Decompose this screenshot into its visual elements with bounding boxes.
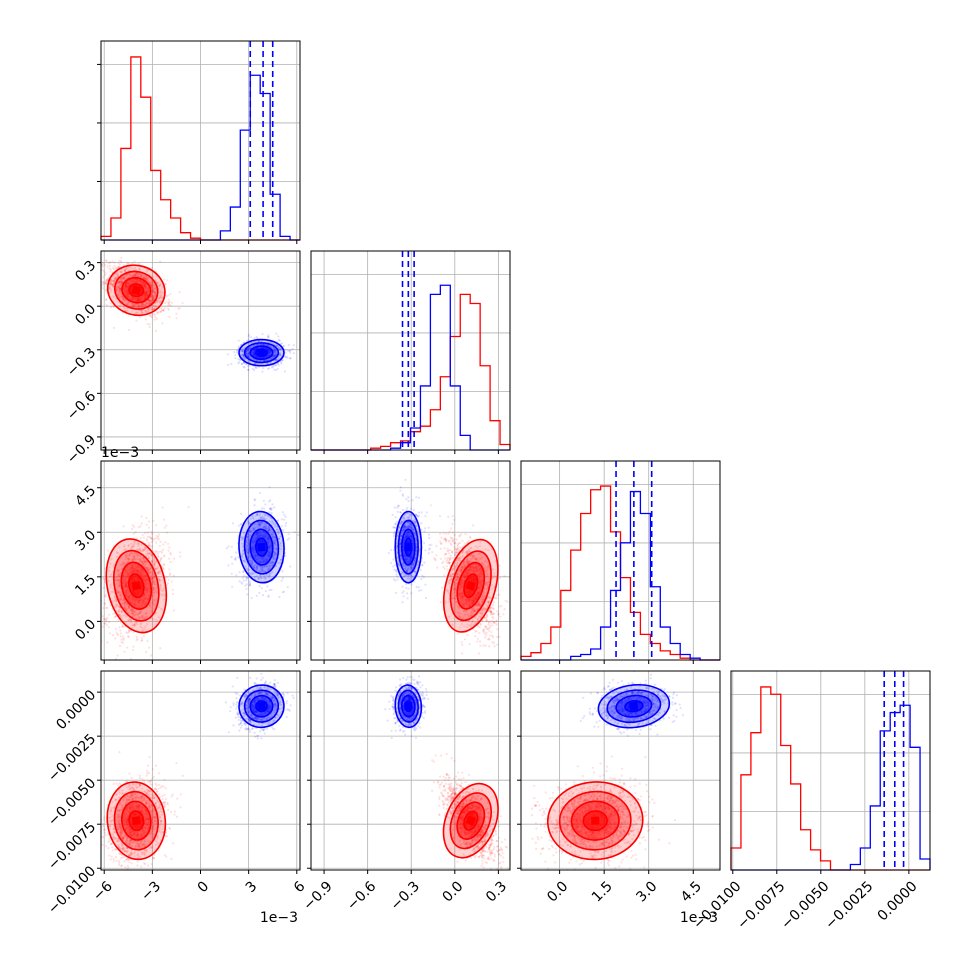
axis-ticks: [732, 870, 910, 874]
x-offset-label-p0: 1e−3: [260, 910, 298, 926]
contours-series-1: [238, 684, 285, 729]
grid-lines: [101, 41, 300, 240]
y-tick-label-p2: 1.5: [72, 572, 99, 599]
y-tick-label-p2: 4.5: [72, 483, 99, 510]
scatter-p0-p2: [101, 486, 300, 660]
x-tick-label-p2: 1.5: [589, 878, 616, 905]
axis-ticks: [97, 63, 298, 244]
axis-ticks: [97, 691, 298, 874]
grid-lines: [101, 251, 300, 450]
grid-lines: [311, 671, 510, 870]
x-tick-label-p2: 3.0: [633, 878, 660, 905]
axis-ticks: [97, 262, 298, 454]
histogram-p1-series-0: [311, 293, 511, 451]
contours-series-1: [394, 684, 423, 729]
y-tick-label-p3: 0.0000: [53, 687, 99, 733]
y-tick-label-p1: −0.9: [64, 432, 99, 467]
panel-frame-2-2: [520, 460, 721, 661]
x-tick-label-p1: 0.0: [439, 878, 466, 905]
panel-frame-2-1: [310, 460, 511, 661]
axis-ticks: [307, 487, 499, 664]
grid-lines: [521, 671, 720, 870]
histogram-p2-series-1: [521, 490, 720, 661]
contours-series-1: [238, 510, 285, 584]
x-tick-label-p3: 0.0000: [875, 878, 921, 924]
y-tick-label-p2: 0.0: [72, 616, 99, 643]
x-tick-label-p0: −3: [138, 878, 164, 904]
x-tick-label-p1: −0.6: [344, 878, 379, 913]
scatter-p2-p3: [530, 671, 685, 870]
y-tick-label-p1: −0.6: [64, 388, 99, 423]
y-tick-label-p1: 0.0: [72, 301, 99, 328]
x-offset-label-p2: 1e−3: [680, 910, 718, 926]
panel-frame-1-0: [100, 250, 301, 451]
axis-ticks: [323, 450, 499, 454]
histogram-p3-series-0: [730, 686, 930, 871]
grid-lines: [311, 251, 510, 450]
scatter-p1-p2: [387, 478, 509, 655]
x-tick-label-p0: 6: [291, 878, 309, 896]
axis-ticks: [559, 660, 694, 664]
contours-series-0: [105, 538, 168, 634]
y-tick-label-p2: 3.0: [72, 527, 99, 554]
panel-frame-3-0: [100, 670, 301, 871]
scatter-p1-p3: [384, 675, 509, 870]
x-tick-label-p1: 0.3: [483, 878, 510, 905]
panel-frame-2-0: [100, 460, 301, 661]
contours-series-0: [106, 264, 166, 317]
contours-series-0: [546, 781, 644, 861]
grid-lines: [731, 671, 930, 870]
scatter-p0-p3: [101, 671, 295, 870]
grid-lines: [101, 671, 300, 870]
x-tick-label-p0: 3: [243, 878, 261, 896]
panel-frame-0-0: [100, 40, 301, 241]
contours-series-1: [394, 510, 423, 584]
panel-frame-3-1: [310, 670, 511, 871]
contours-series-0: [106, 781, 167, 861]
x-tick-label-p0: −6: [90, 878, 116, 904]
panel-frame-3-3: [730, 670, 931, 871]
contours-series-1: [238, 338, 285, 367]
axis-ticks: [517, 691, 694, 874]
scatter-p0-p1: [101, 256, 295, 373]
axis-ticks: [307, 691, 499, 874]
y-tick-label-p1: 0.3: [72, 258, 99, 285]
x-tick-label-p2: 0.0: [544, 878, 571, 905]
y-offset-label-p2: 1e−3: [101, 445, 139, 461]
contours-series-0: [442, 782, 499, 859]
axis-ticks: [97, 487, 298, 664]
panel-frame-3-2: [520, 670, 721, 871]
x-tick-label-p1: −0.9: [300, 878, 335, 913]
y-tick-label-p3: −0.0025: [45, 731, 99, 785]
y-tick-label-p1: −0.3: [64, 345, 99, 380]
x-tick-label-p0: 0: [195, 878, 213, 896]
contours-series-1: [597, 684, 671, 729]
contours-series-0: [442, 538, 499, 633]
x-tick-label-p3: −0.0025: [822, 878, 876, 932]
x-tick-label-p2: 4.5: [678, 878, 705, 905]
x-tick-label-p1: −0.3: [388, 878, 423, 913]
panel-frame-1-1: [310, 250, 511, 451]
histogram-p2-series-0: [520, 485, 720, 661]
